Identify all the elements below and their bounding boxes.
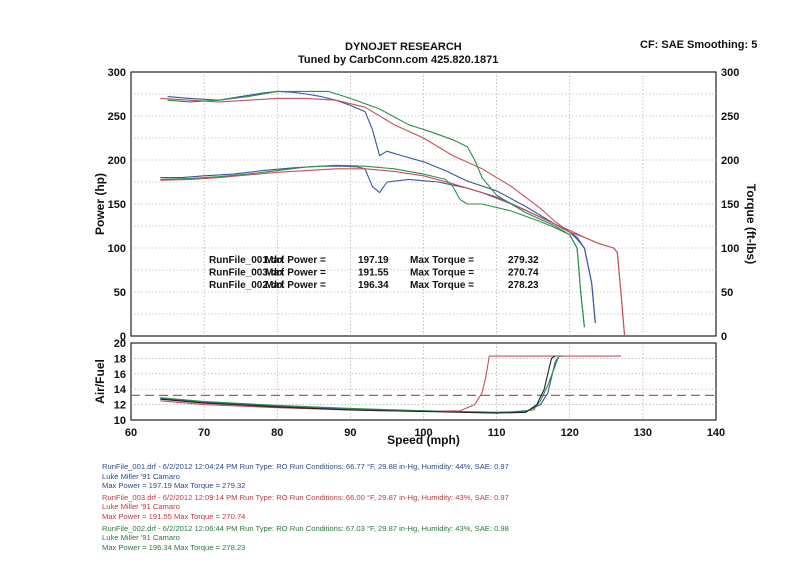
annotation-torque-label: Max Torque =	[410, 280, 474, 291]
x-tick-label: 110	[488, 427, 506, 439]
annotation-max-torque: 270.74	[508, 268, 539, 279]
y2-tick-label: 200	[721, 155, 739, 167]
af-y-tick-label: 20	[114, 338, 126, 350]
annotation-max-torque: 278.23	[508, 280, 539, 291]
af-y-tick-label: 18	[114, 353, 126, 365]
y2-tick-label: 300	[721, 67, 739, 79]
annotation-max-power: 191.55	[358, 268, 389, 279]
annotation-run: RunFile_003.drf	[209, 268, 285, 279]
af-y-tick-label: 10	[114, 415, 126, 427]
x-tick-label: 120	[561, 427, 579, 439]
run-note-1-line2: Luke Miller '91 Camaro	[102, 471, 180, 481]
y-tick-label: 150	[108, 199, 126, 211]
run-note-3-line3: Max Power = 196.34 Max Torque = 278.23	[102, 542, 246, 552]
af-series-line-runfile_003	[160, 355, 621, 413]
annotation-run: RunFile_001.drf	[209, 255, 285, 266]
y-tick-label: 200	[108, 155, 126, 167]
y-axis-label: Power (hp)	[93, 173, 107, 235]
y-tick-label: 0	[120, 331, 126, 343]
annotation-torque-label: Max Torque =	[410, 268, 474, 279]
run-note-1: RunFile_001.drf - 6/2/2012 12:04:24 PM R…	[102, 462, 509, 491]
air-fuel-panel: 10 12 14 16 18 20 Air/Fuel 60 70 80 90 100 110 120 130…	[93, 338, 725, 447]
y-tick-label: 100	[108, 243, 126, 255]
x-tick-label: 90	[344, 427, 356, 439]
y2-tick-label: 250	[721, 111, 739, 123]
af-series-line-runfile_001-dark	[160, 355, 556, 414]
af-y-tick-label: 12	[114, 400, 126, 412]
company-title: DYNOJET RESEARCH	[345, 41, 462, 53]
x-tick-label: 70	[198, 427, 210, 439]
x-tick-label: 140	[707, 427, 725, 439]
series-line-runfile_002-torque	[167, 90, 585, 328]
y-tick-label: 50	[114, 287, 126, 299]
y2-tick-label: 150	[721, 199, 739, 211]
annotation-max-torque: 279.32	[508, 255, 539, 266]
y2-tick-label: 0	[721, 331, 727, 343]
annotation-max-power: 196.34	[358, 280, 389, 291]
x-axis-label: Speed (mph)	[387, 433, 460, 447]
run-note-3-line2: Luke Miller '91 Camaro	[102, 533, 180, 543]
run-note-1-line1: RunFile_001.drf - 6/2/2012 12:04:24 PM R…	[102, 462, 509, 471]
af-series-line-runfile_001	[160, 355, 563, 413]
annotation-run: RunFile_002.drf	[209, 280, 285, 291]
tuned-by-title: Tuned by CarbConn.com 425.820.1871	[298, 54, 499, 66]
y2-tick-label: 100	[721, 243, 739, 255]
series-line-runfile_003-power	[160, 168, 626, 337]
x-tick-label: 100	[414, 427, 432, 439]
annotation-power-label: Max Power =	[265, 280, 326, 291]
power-torque-panel: 0 0 50 50 100 100 150 150 200 200 250 250 300 300 Powe…	[93, 67, 758, 343]
run-note-3-line1: RunFile_002.drf - 6/2/2012 12:06:44 PM R…	[102, 523, 509, 533]
run-note-2-line1: RunFile_003.drf - 6/2/2012 12:09:14 PM R…	[102, 492, 509, 502]
run-note-2: RunFile_003.drf - 6/2/2012 12:09:14 PM R…	[102, 493, 509, 522]
run-note-2-line2: Luke Miller '91 Camaro	[102, 502, 180, 512]
run-notes: RunFile_001.drf - 6/2/2012 12:04:24 PM R…	[102, 462, 509, 554]
af-series-line-runfile_002	[160, 355, 563, 414]
run-note-3: RunFile_002.drf - 6/2/2012 12:06:44 PM R…	[102, 524, 509, 553]
series-line-runfile_002-power	[160, 164, 585, 328]
settings-label: CF: SAE Smoothing: 5	[640, 39, 758, 51]
y2-tick-label: 50	[721, 287, 733, 299]
annotation-power-label: Max Power =	[265, 268, 326, 279]
x-tick-label: 80	[271, 427, 283, 439]
run-note-1-line3: Max Power = 197.19 Max Torque = 279.32	[102, 481, 246, 491]
annotation-power-label: Max Power =	[265, 255, 326, 266]
af-y-axis-label: Air/Fuel	[93, 359, 107, 404]
x-tick-label: 130	[634, 427, 652, 439]
annotation-torque-label: Max Torque =	[410, 255, 474, 266]
y-tick-label: 250	[108, 111, 126, 123]
run-note-2-line3: Max Power = 191.55 Max Torque = 270.74	[102, 511, 246, 521]
af-y-tick-label: 14	[114, 384, 127, 396]
y2-axis-label: Torque (ft-lbs)	[744, 184, 758, 264]
y-tick-label: 300	[108, 67, 126, 79]
x-tick-label: 60	[125, 427, 137, 439]
af-y-tick-label: 16	[114, 369, 126, 381]
annotation-max-power: 197.19	[358, 255, 389, 266]
